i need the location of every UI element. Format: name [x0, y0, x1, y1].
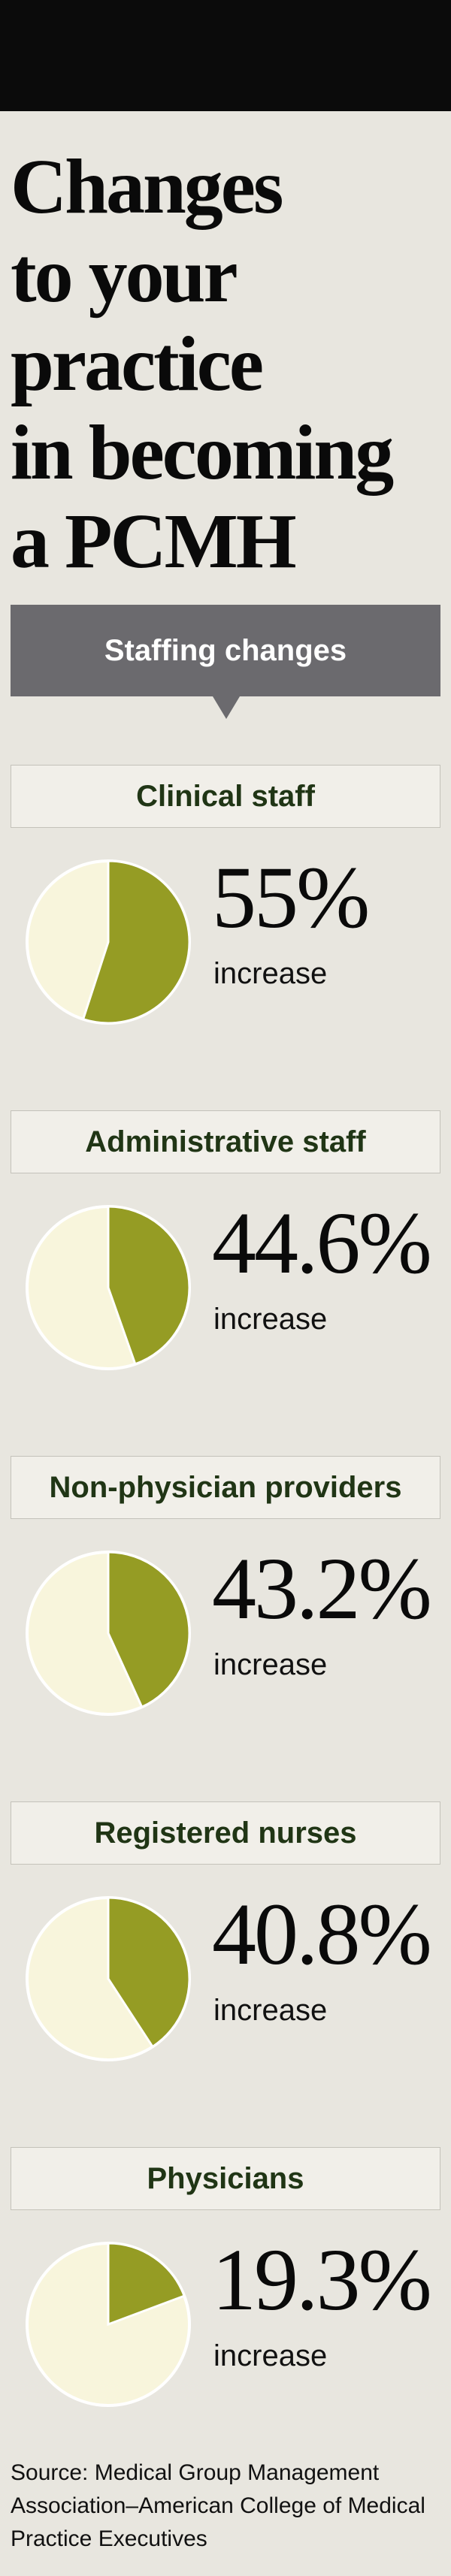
percent-value: 43.2%: [212, 1539, 432, 1638]
category-label: Non-physician providers: [11, 1456, 440, 1519]
stat-section: Registered nurses 40.8% increase: [0, 1801, 451, 2132]
change-label: increase: [213, 957, 328, 990]
category-label: Registered nurses: [11, 1801, 440, 1865]
pie-value-slice: [107, 1896, 191, 2049]
pie-chart: [26, 1551, 191, 1716]
category-label: Administrative staff: [11, 1110, 440, 1173]
category-label: Physicians: [11, 2147, 440, 2210]
stat-section: Administrative staff 44.6% increase: [0, 1110, 451, 1441]
change-label: increase: [213, 1648, 328, 1681]
title-line: practice: [11, 321, 264, 407]
section-banner: Staffing changes: [11, 605, 440, 696]
pie-value-slice: [81, 859, 191, 1025]
pie-value-slice: [107, 1205, 191, 1366]
title-line: to your: [11, 232, 238, 319]
source-note: Source: Medical Group Management Associa…: [11, 2460, 425, 2551]
top-bar: [0, 0, 451, 111]
pie-chart: [26, 859, 191, 1025]
title-line: Changes: [11, 143, 283, 230]
title-line: in becoming: [11, 409, 394, 496]
percent-value: 44.6%: [212, 1194, 432, 1292]
title-line: a PCMH: [11, 498, 297, 584]
pie-value-slice: [107, 1551, 191, 1709]
stat-section: Non-physician providers 43.2% increase: [0, 1456, 451, 1786]
stat-section: Physicians 19.3% increase: [0, 2147, 451, 2478]
percent-value: 55%: [212, 848, 370, 947]
pie-chart: [26, 2242, 191, 2407]
change-label: increase: [213, 2339, 328, 2372]
change-label: increase: [213, 1994, 328, 2027]
pie-chart: [26, 1205, 191, 1370]
percent-value: 40.8%: [212, 1885, 432, 1983]
change-label: increase: [213, 1303, 328, 1336]
stat-section: Clinical staff 55% increase: [0, 765, 451, 1095]
page-title: Changes to your practice in becoming a P…: [11, 143, 446, 586]
pie-value-slice: [107, 2242, 186, 2327]
banner-pointer: [213, 696, 240, 719]
category-label: Clinical staff: [11, 765, 440, 828]
pie-chart: [26, 1896, 191, 2061]
percent-value: 19.3%: [212, 2230, 432, 2329]
